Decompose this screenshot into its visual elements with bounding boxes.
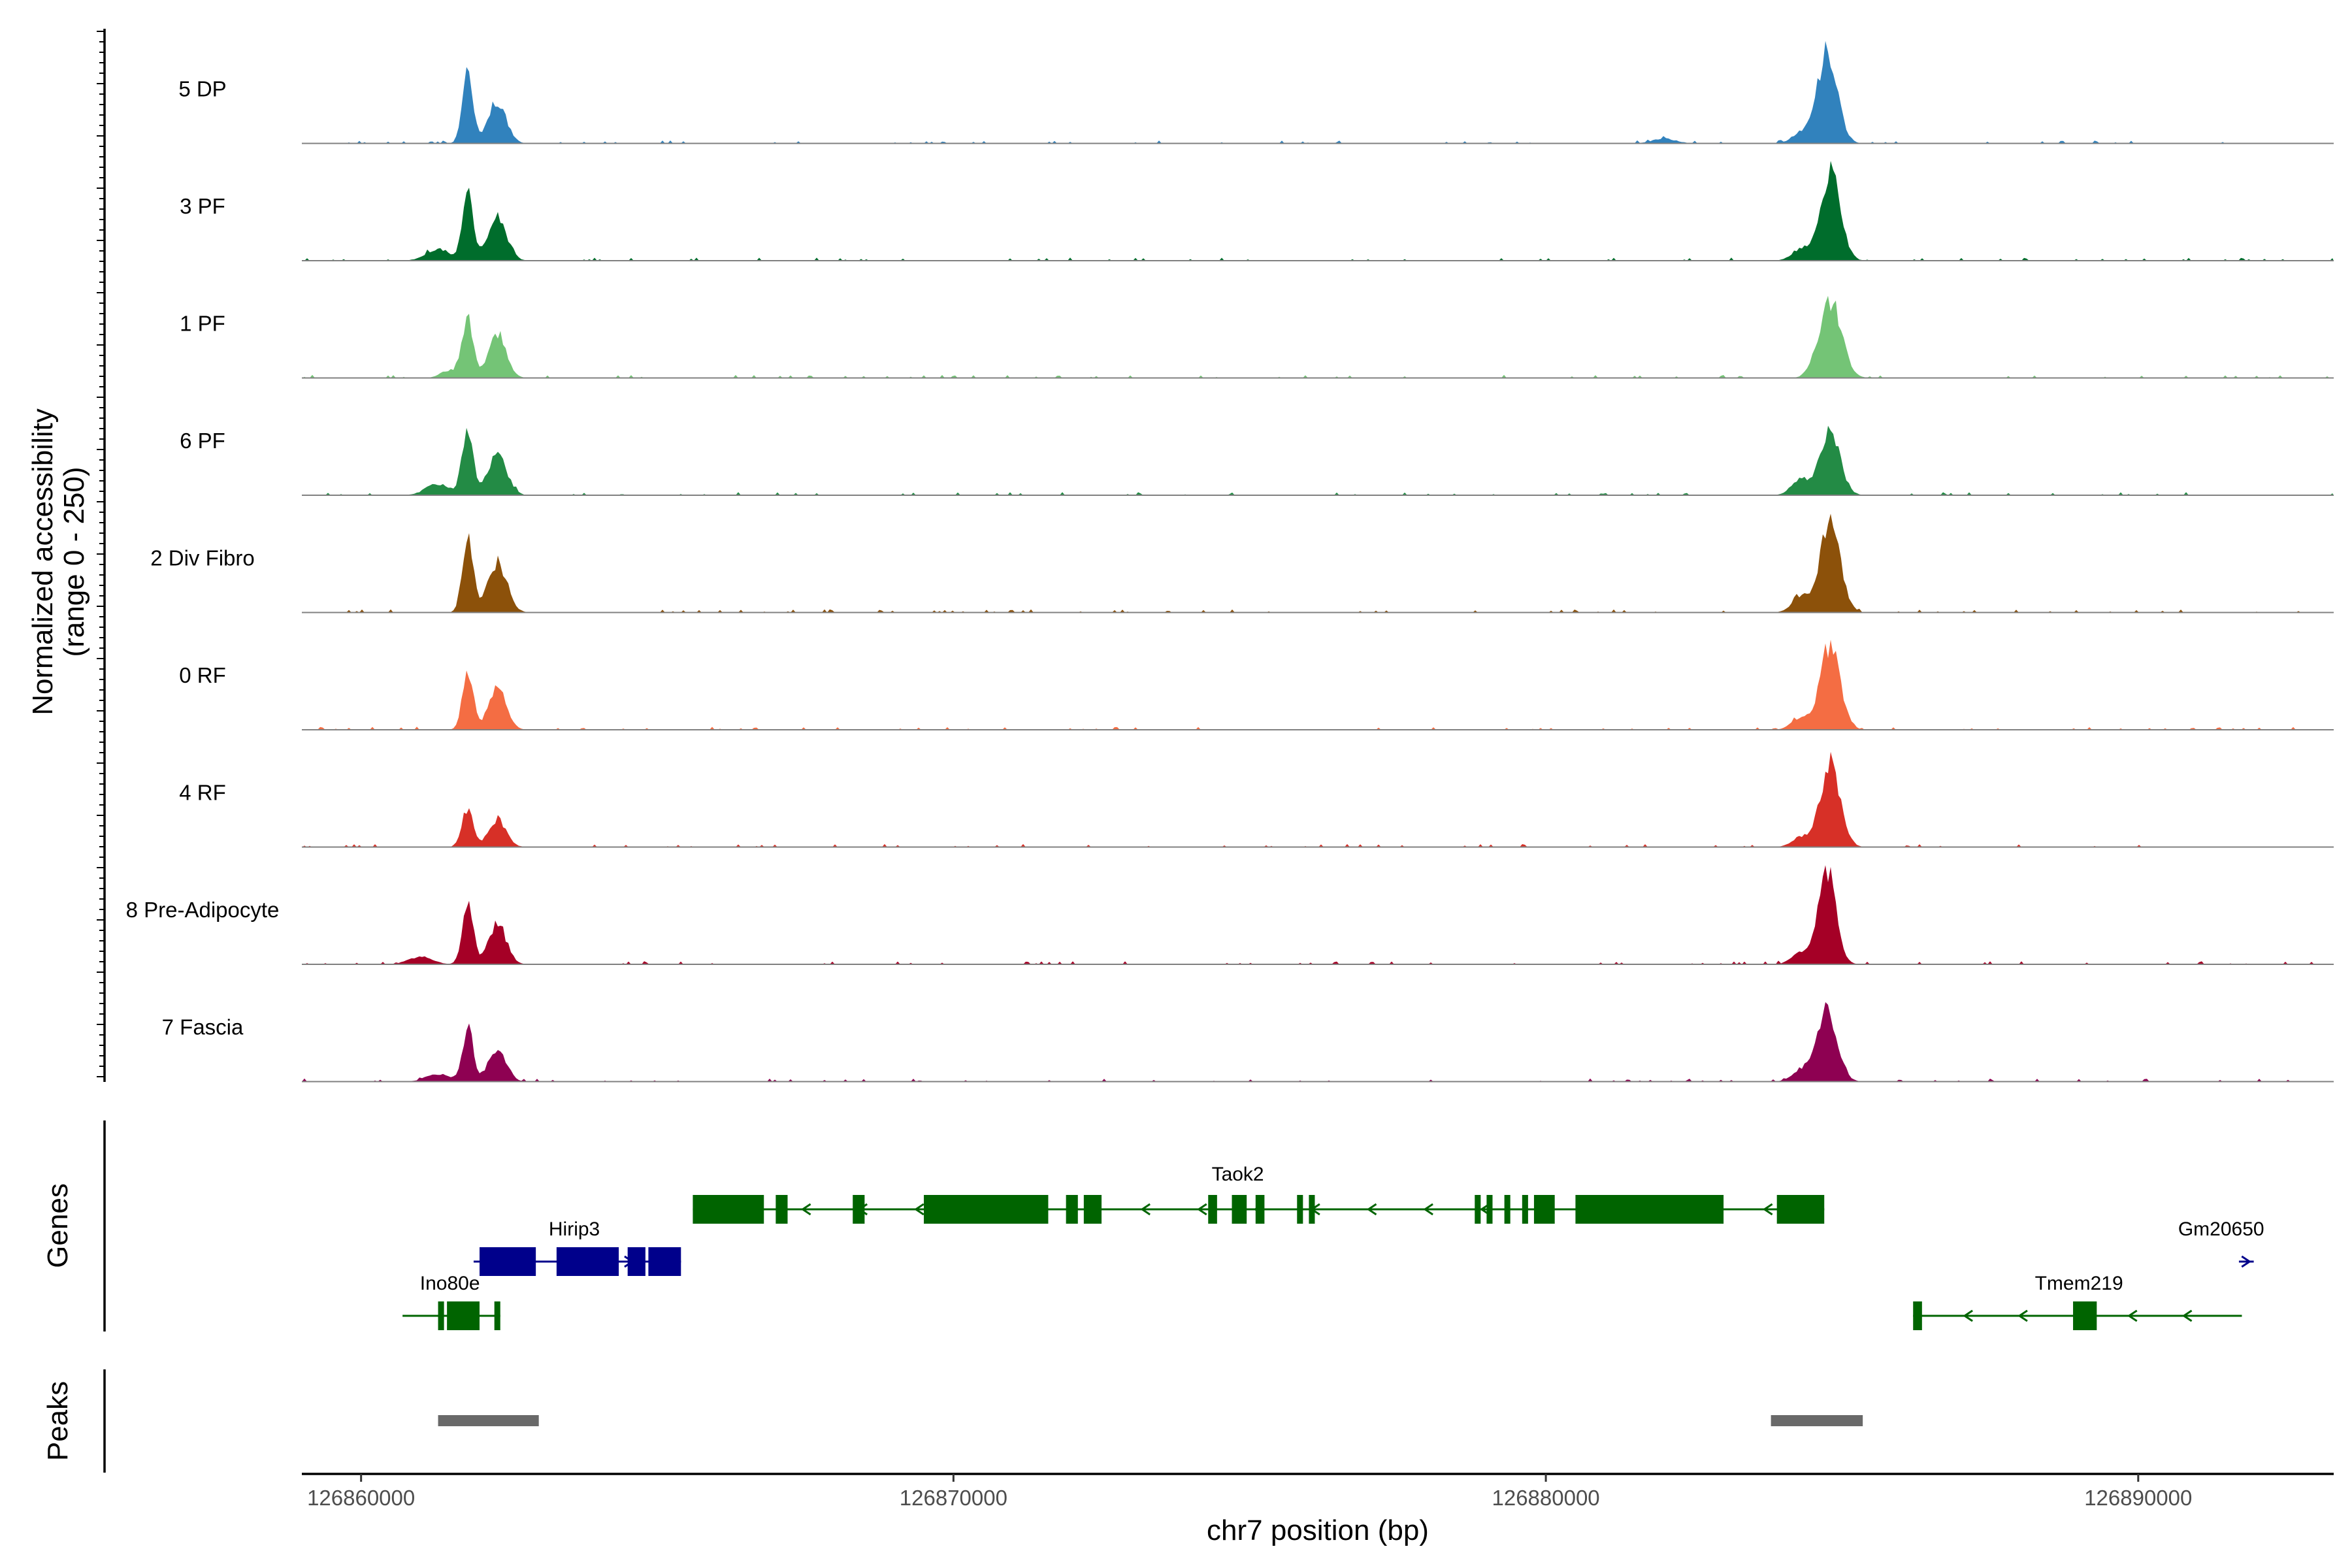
strand-arrow (1423, 1203, 1433, 1216)
gene-label: Tmem219 (2035, 1273, 2123, 1294)
exon (1297, 1195, 1303, 1224)
x-axis-ticks: 126860000 126870000 126880000 126890000 (307, 1474, 2192, 1510)
track-label: 2 Div Fibro (150, 546, 255, 570)
gene-label: Ino80e (420, 1273, 480, 1294)
peak-bar (438, 1415, 539, 1426)
exon (1066, 1195, 1078, 1224)
track-label: 6 PF (180, 429, 225, 453)
gene-model: Tmem219 (1913, 1273, 2242, 1330)
strand-arrow (1762, 1203, 1773, 1216)
exon (648, 1247, 681, 1276)
exon (438, 1301, 444, 1330)
exon (2073, 1301, 2097, 1330)
coverage-track: 0 RF (179, 640, 2334, 730)
exon (1232, 1195, 1247, 1224)
track-label: 8 Pre-Adipocyte (126, 898, 280, 922)
strand-arrow (2017, 1309, 2028, 1322)
gene-model: Hirip3 (473, 1218, 681, 1276)
coverage-track: 7 Fascia (162, 1002, 2334, 1083)
coverage-area (302, 41, 2334, 144)
track-label: 4 RF (179, 781, 226, 805)
strand-arrow (2241, 1255, 2251, 1268)
coverage-area (302, 425, 2334, 495)
exon (1208, 1195, 1217, 1224)
exon (776, 1195, 788, 1224)
coverage-tracks: 5 DP 3 PF 1 PF 6 PF 2 Div Fibro 0 RF 4 RF 8 Pre… (126, 41, 2334, 1083)
exon (1486, 1195, 1493, 1224)
coverage-track: 5 DP (178, 41, 2334, 144)
coverage-track: 8 Pre-Adipocyte (126, 865, 2334, 965)
exon (1475, 1195, 1481, 1224)
track-label: 3 PF (180, 194, 225, 218)
gene-model: Taok2 (693, 1164, 1825, 1224)
coverage-area (302, 295, 2334, 378)
exon (1522, 1195, 1528, 1224)
exon (1533, 1195, 1555, 1224)
coverage-track: 3 PF (180, 161, 2334, 261)
gene-label: Gm20650 (2178, 1218, 2264, 1240)
exon (924, 1195, 1049, 1224)
exon (1309, 1195, 1315, 1224)
exon (447, 1301, 480, 1330)
exon (853, 1195, 865, 1224)
exon (494, 1301, 500, 1330)
track-label: 7 Fascia (162, 1015, 244, 1039)
track-label: 5 DP (178, 77, 226, 101)
x-tick-label: 126880000 (1492, 1486, 1599, 1510)
exon (1575, 1195, 1724, 1224)
coverage-area (302, 514, 2334, 613)
exon (1255, 1195, 1265, 1224)
strand-arrow (1197, 1203, 1207, 1216)
coverage-track: 4 RF (179, 751, 2334, 848)
coverage-track: 1 PF (180, 295, 2334, 379)
coverage-y-ticks (97, 31, 105, 1077)
exon (1504, 1195, 1511, 1224)
track-label: 1 PF (180, 312, 225, 336)
gene-label: Hirip3 (549, 1218, 600, 1240)
y-axis-title-line2: (range 0 - 250) (58, 466, 90, 657)
gene-model: Ino80e (402, 1273, 500, 1330)
coverage-area (302, 865, 2334, 964)
exon (480, 1247, 536, 1276)
coverage-area (302, 161, 2334, 261)
peak-regions (438, 1415, 1863, 1426)
y-axis-title-line1: Normalized accessibility (27, 408, 59, 715)
x-tick-label: 126870000 (900, 1486, 1007, 1510)
exon (693, 1195, 764, 1224)
x-tick-label: 126890000 (2084, 1486, 2192, 1510)
x-axis-title: chr7 position (bp) (1207, 1514, 1429, 1546)
peaks-panel-title: Peaks (42, 1381, 74, 1461)
exon (1776, 1195, 1825, 1224)
exon (1913, 1301, 1922, 1330)
track-label: 0 RF (179, 663, 226, 687)
coverage-track: 6 PF (180, 425, 2334, 496)
strand-arrow (914, 1203, 924, 1216)
strand-arrow (1366, 1203, 1377, 1216)
exon (1083, 1195, 1102, 1224)
gene-models: Taok2 Hirip3 Ino80e Gm20650 Tmem219 (402, 1164, 2264, 1330)
strand-arrow (2181, 1309, 2193, 1322)
strand-arrow (1140, 1203, 1151, 1216)
exon (556, 1247, 619, 1276)
gene-model: Gm20650 (2178, 1218, 2264, 1268)
x-tick-label: 126860000 (307, 1486, 415, 1510)
coverage-area (302, 751, 2334, 847)
strand-arrow (1963, 1309, 1973, 1322)
coverage-area (302, 640, 2334, 730)
strand-arrow (800, 1203, 811, 1216)
strand-arrow (2127, 1309, 2138, 1322)
peak-bar (1771, 1415, 1863, 1426)
genes-panel-title: Genes (42, 1183, 74, 1268)
coverage-area (302, 1002, 2334, 1082)
gene-label: Taok2 (1212, 1164, 1264, 1185)
coverage-track: 2 Div Fibro (150, 514, 2334, 613)
exon (627, 1247, 645, 1276)
